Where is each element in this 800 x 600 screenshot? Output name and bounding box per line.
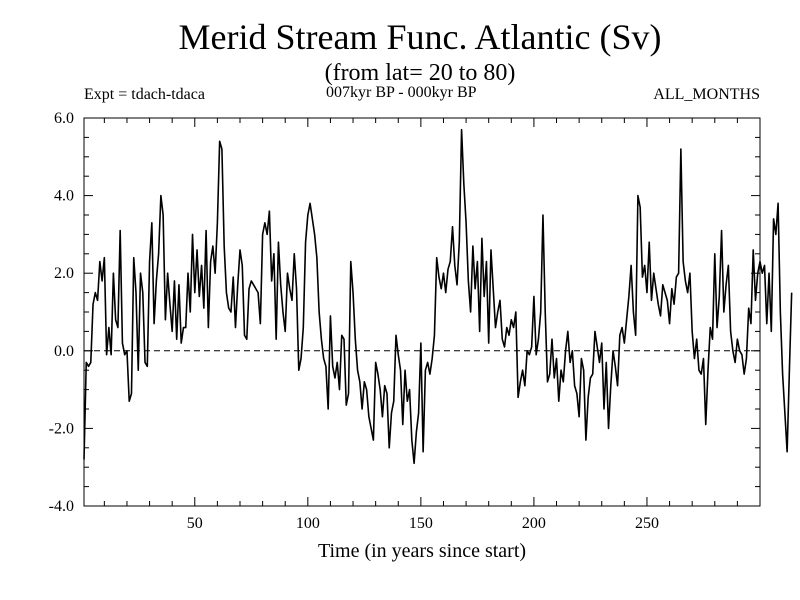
x-tick-label: 100 bbox=[296, 515, 320, 532]
period-label: 007kyr BP - 000kyr BP bbox=[326, 84, 477, 101]
x-tick-label: 250 bbox=[635, 515, 659, 532]
x-tick-label: 200 bbox=[522, 515, 546, 532]
x-tick-label: 150 bbox=[409, 515, 433, 532]
y-tick-label: 2.0 bbox=[54, 265, 74, 282]
y-tick-label: 0.0 bbox=[54, 343, 74, 360]
series-line bbox=[83, 128, 793, 465]
months-label: ALL_MONTHS bbox=[653, 86, 760, 103]
x-axis-label: Time (in years since start) bbox=[317, 540, 527, 562]
chart-title: Merid Stream Func. Atlantic (Sv) bbox=[178, 17, 662, 57]
x-tick-label: 50 bbox=[187, 515, 203, 532]
chart-subtitle: (from lat= 20 to 80) bbox=[324, 60, 516, 86]
plot-frame bbox=[83, 117, 761, 507]
axes: 50 100 150 200 250 -4.0 -2.0 0.0 2.0 4.0 6.0 bbox=[49, 110, 761, 532]
y-tick-label: -2.0 bbox=[49, 420, 74, 437]
experiment-label: Expt = tdach-tdaca bbox=[84, 86, 205, 103]
y-tick-label: -4.0 bbox=[49, 498, 74, 515]
y-tick-label: 6.0 bbox=[54, 110, 74, 127]
y-tick-label: 4.0 bbox=[54, 188, 74, 205]
series-group bbox=[83, 128, 793, 465]
